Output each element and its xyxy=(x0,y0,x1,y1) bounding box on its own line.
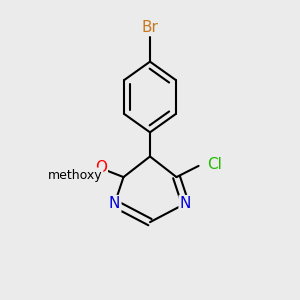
Text: N: N xyxy=(180,196,191,211)
Text: Cl: Cl xyxy=(207,157,222,172)
Text: N: N xyxy=(109,196,120,211)
Text: Br: Br xyxy=(142,20,158,35)
Text: O: O xyxy=(95,160,107,175)
Text: methoxy: methoxy xyxy=(48,169,102,182)
